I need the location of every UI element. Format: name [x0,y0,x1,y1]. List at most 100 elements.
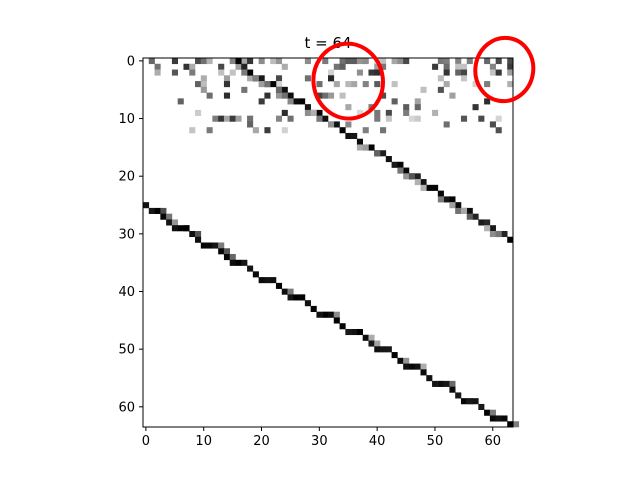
heatmap-noise-cell [195,58,202,65]
heatmap-cell [241,63,248,70]
heatmap-cell [310,305,317,312]
heatmap-noise-cell [351,58,358,65]
heatmap-cell [270,277,277,284]
heatmap-cell [397,161,404,168]
heatmap-cell [218,248,225,255]
heatmap-cell [420,363,427,370]
heatmap-noise-cell [443,63,450,70]
heatmap-noise-cell [484,81,491,88]
heatmap-cell [264,81,271,88]
x-axis: 0 10 20 30 40 50 60 [142,427,501,449]
heatmap-cell [328,121,335,128]
heatmap-cell [374,150,381,157]
heatmap-noise-cell [478,115,485,122]
heatmap-cell [148,207,155,214]
heatmap-noise-cell [229,115,236,122]
heatmap-noise-cell [328,69,335,76]
heatmap-cell [316,311,323,318]
heatmap-cell [345,132,352,140]
heatmap-cell [160,213,167,220]
heatmap-cell [455,207,462,214]
heatmap-noise-cell [223,92,231,99]
heatmap-noise-cell [275,81,283,88]
heatmap-cell [449,202,456,209]
heatmap-noise-cell [328,75,335,82]
heatmap-cell [293,294,300,301]
heatmap-noise-cell [148,58,155,65]
heatmap-cell [333,317,340,324]
heatmap-cell [484,219,491,226]
heatmap-cell [501,230,508,238]
heatmap-noise-cell [443,81,450,88]
heatmap-cell [426,184,433,191]
heatmap-noise-cell [223,75,231,82]
heatmap-noise-cell [460,75,468,82]
heatmap-noise-cell [472,104,479,111]
heatmap-noise-cell [235,63,242,70]
heatmap-cell [333,121,340,128]
heatmap-noise-cell [414,104,421,111]
heatmap-cell [183,225,190,232]
heatmap-cell [293,98,300,105]
heatmap-cell [472,398,479,405]
heatmap-cell [432,184,439,191]
heatmap-cell [420,179,427,186]
heatmap-cell [281,86,288,93]
heatmap-noise-cell [374,109,381,116]
heatmap-cell [177,225,184,232]
heatmap-noise-cell [275,58,283,65]
heatmap-noise-cell [189,127,196,134]
heatmap-noise-cell [171,58,178,65]
heatmap-noise-cell [264,92,271,99]
heatmap-cell [466,398,473,405]
heatmap-cell [495,230,502,238]
heatmap-noise-cell [437,58,444,65]
heatmap-cell [443,196,450,203]
heatmap-cell [443,380,450,387]
heatmap-noise-cell [333,81,340,88]
heatmap-noise-cell [455,63,462,70]
heatmap-noise-cell [362,58,369,65]
heatmap-noise-cell [455,58,462,65]
heatmap-noise-cell [432,63,439,70]
heatmap-cell [466,207,473,214]
heatmap-noise-cell [218,69,225,76]
heatmap-noise-cell [443,69,450,76]
heatmap-cell [229,259,236,266]
heatmap-noise-cell [339,63,346,70]
heatmap-cell [420,184,427,191]
heatmap-cell [356,144,363,151]
heatmap-cell [403,363,410,370]
heatmap-cell [385,346,392,353]
heatmap-cell [478,219,485,226]
heatmap-cell [299,294,306,301]
x-tick-label: 40 [369,434,386,449]
heatmap-noise-cell [432,109,439,116]
heatmap-noise-cell [229,58,236,65]
heatmap-noise-cell [212,115,219,122]
heatmap-cell [466,213,473,220]
heatmap-noise-cell [437,86,444,93]
x-tick-label: 30 [311,434,328,449]
heatmap-cell [351,328,358,336]
heatmap-cell [339,127,346,134]
heatmap-cell [281,92,288,99]
heatmap-noise-cell [391,81,398,88]
heatmap-noise-cell [189,63,196,70]
heatmap-noise-cell [200,86,207,93]
y-tick-label: 0 [127,54,135,69]
heatmap-cell [501,415,508,422]
heatmap-cell [223,254,231,261]
heatmap-noise-cell [183,63,190,70]
heatmap-noise-cell [322,58,329,65]
heatmap-cell [385,156,392,163]
y-tick-label: 30 [118,227,135,242]
heatmap-cell [316,109,323,116]
heatmap-cell [160,207,167,214]
heatmap-noise-cell [223,115,231,122]
heatmap-cell [414,179,421,186]
heatmap-noise-cell [195,81,202,88]
heatmap-noise-cell [241,58,248,65]
heatmap-noise-cell [275,115,283,122]
